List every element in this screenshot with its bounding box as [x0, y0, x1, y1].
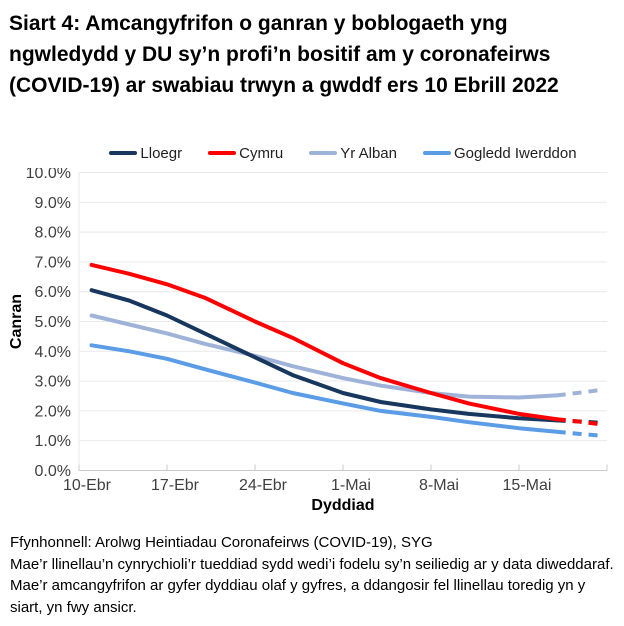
svg-text:6.0%: 6.0%: [35, 284, 71, 301]
legend-item-lloegr: Lloegr: [109, 145, 182, 162]
chart-title: Siart 4: Amcangyfrifon o ganran y boblog…: [9, 12, 559, 97]
svg-text:5.0%: 5.0%: [35, 314, 71, 331]
svg-text:24-Ebr: 24-Ebr: [239, 477, 288, 494]
svg-text:1.0%: 1.0%: [35, 433, 71, 450]
svg-text:10.0%: 10.0%: [26, 168, 71, 182]
legend-line-swatch: [109, 151, 138, 155]
legend-line-swatch: [208, 151, 237, 155]
svg-text:7.0%: 7.0%: [35, 254, 71, 271]
legend-line-swatch: [309, 151, 338, 155]
legend-item-yr-alban: Yr Alban: [309, 145, 397, 162]
svg-text:8.0%: 8.0%: [35, 225, 71, 242]
legend-line-swatch: [423, 151, 451, 155]
svg-text:8-Mai: 8-Mai: [419, 477, 459, 494]
svg-text:3.0%: 3.0%: [35, 374, 71, 391]
legend-label: Yr Alban: [340, 144, 397, 162]
plot-svg: 0.0% 1.0% 2.0% 3.0% 4.0% 5.0% 6.0% 7.0% 8.0% 9.0%…: [8, 165, 608, 514]
plot-area: 0.0% 1.0% 2.0% 3.0% 4.0% 5.0% 6.0% 7.0% 8.0% 9.0%…: [0, 165, 624, 524]
legend-label: Gogledd Iwerddon: [454, 144, 577, 162]
svg-text:Canran: Canran: [8, 294, 25, 349]
svg-text:10-Ebr: 10-Ebr: [63, 477, 112, 494]
svg-text:9.0%: 9.0%: [35, 195, 71, 212]
legend-label: Lloegr: [140, 144, 183, 162]
chart-legend: Lloegr Cymru Yr Alban Gogledd Iwerddon: [79, 144, 607, 162]
svg-text:15-Mai: 15-Mai: [503, 477, 552, 494]
svg-text:17-Ebr: 17-Ebr: [151, 477, 200, 494]
svg-text:1-Mai: 1-Mai: [331, 477, 371, 494]
chart-footer: Ffynhonnell: Arolwg Heintiadau Coronafei…: [10, 532, 614, 618]
legend-item-gogledd-iwerddon: Gogledd Iwerddon: [423, 145, 577, 162]
svg-text:4.0%: 4.0%: [35, 344, 71, 361]
svg-text:Dyddiad: Dyddiad: [311, 497, 374, 514]
svg-text:2.0%: 2.0%: [35, 403, 71, 420]
legend-item-cymru: Cymru: [208, 145, 283, 162]
note-text: Mae’r llinellau’n cynrychioli’r tueddiad…: [10, 555, 614, 616]
legend-label: Cymru: [239, 144, 284, 162]
svg-text:0.0%: 0.0%: [35, 463, 71, 480]
source-text: Ffynhonnell: Arolwg Heintiadau Coronafei…: [10, 534, 433, 551]
